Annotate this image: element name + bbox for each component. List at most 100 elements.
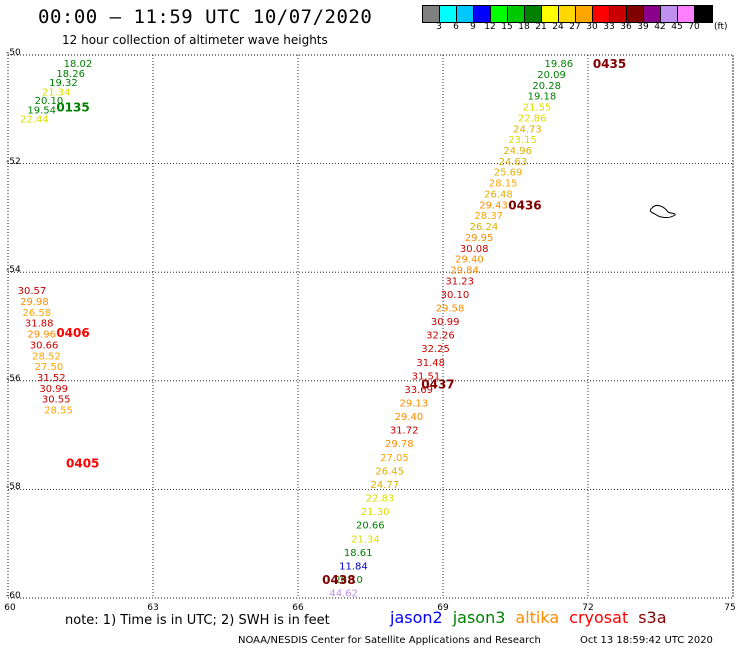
legend-swatch — [559, 6, 576, 22]
swh-value: 26.58 — [23, 308, 52, 319]
pass-time-label: 0135 — [56, 101, 89, 115]
legend-level-label: 21 — [535, 22, 547, 32]
pass-time-label: 0435 — [593, 57, 626, 71]
swh-value: 19.18 — [528, 92, 557, 103]
legend-swatch — [610, 6, 627, 22]
swh-value: 30.99 — [431, 317, 460, 328]
swh-value: 28.52 — [32, 351, 61, 362]
legend-level-label: 27 — [569, 22, 581, 32]
color-legend — [422, 5, 713, 23]
swh-value: 32.26 — [426, 331, 455, 342]
mission-label: jason2 — [390, 608, 443, 627]
swh-value: 19.86 — [545, 59, 574, 70]
swh-value: 26.45 — [375, 466, 404, 477]
swh-value: 24.96 — [503, 146, 532, 157]
mission-label: s3a — [638, 608, 667, 627]
legend-unit: (ft) — [714, 22, 728, 32]
map-plot: 18.0218.2619.3221.3420.1019.5422.4401353… — [7, 54, 734, 600]
legend-swatch — [576, 6, 593, 22]
pass-time-label: 0405 — [66, 456, 99, 470]
altimeter-tracks: 18.0218.2619.3221.3420.1019.5422.4401353… — [18, 57, 627, 599]
swh-value: 11.84 — [339, 561, 368, 572]
pass-time-label: 0436 — [508, 198, 541, 212]
latitude-tick-label: -58 — [6, 482, 21, 493]
swh-value: 29.84 — [450, 265, 479, 276]
map-frame — [7, 54, 734, 599]
longitude-tick-label: 72 — [582, 603, 594, 613]
swh-value: 30.99 — [39, 384, 68, 395]
swh-value: 20.10 — [334, 575, 363, 586]
swh-value: 25.69 — [494, 168, 523, 179]
swh-value: 21.30 — [361, 507, 390, 518]
legend-swatch — [542, 6, 559, 22]
island-outline — [649, 204, 676, 218]
legend-level-label: 6 — [453, 22, 459, 32]
swh-value: 29.96 — [27, 330, 56, 341]
swh-value: 30.57 — [18, 286, 47, 297]
legend-level-label: 36 — [620, 22, 632, 32]
map-grid — [7, 54, 734, 599]
longitude-tick-label: 75 — [724, 603, 736, 613]
legend-level-label: 30 — [586, 22, 598, 32]
legend-level-label: 45 — [671, 22, 683, 32]
swh-value: 29.40 — [395, 412, 424, 423]
legend-swatch — [695, 6, 712, 22]
legend-level-label: 18 — [518, 22, 530, 32]
swh-value: 31.51 — [412, 371, 441, 382]
legend-swatch — [525, 6, 542, 22]
swh-value: 29.98 — [20, 297, 49, 308]
swh-value: 30.10 — [441, 290, 470, 301]
swh-value: 27.05 — [380, 453, 409, 464]
swh-value: 26.48 — [484, 189, 513, 200]
swh-value: 22.44 — [20, 115, 49, 126]
legend-swatch — [627, 6, 644, 22]
latitude-tick-label: -52 — [6, 156, 21, 167]
swh-value: 30.08 — [460, 244, 489, 255]
legend-level-label: 9 — [470, 22, 476, 32]
swh-value: 22.83 — [366, 494, 395, 505]
swh-value: 29.58 — [436, 303, 465, 314]
legend-level-label: 15 — [501, 22, 513, 32]
pass-time-label: 0406 — [56, 326, 89, 340]
swh-value: 29.95 — [465, 233, 494, 244]
swh-value: 31.72 — [390, 426, 419, 437]
legend-level-label: 42 — [654, 22, 666, 32]
longitude-tick-label: 60 — [4, 603, 16, 613]
swh-value: 27.50 — [35, 362, 64, 373]
swh-value: 29.78 — [385, 439, 414, 450]
credit-line: NOAA/NESDIS Center for Satellite Applica… — [238, 635, 541, 646]
mission-label: altika — [515, 608, 560, 627]
swh-value: 24.77 — [371, 480, 400, 491]
legend-swatch — [644, 6, 661, 22]
swh-value: 32.25 — [421, 344, 450, 355]
swh-value: 21.34 — [351, 534, 380, 545]
pass-time-label: 0437 — [421, 378, 454, 392]
generation-timestamp: Oct 13 18:59:42 UTC 2020 — [580, 635, 713, 646]
swh-value: 20.10 — [35, 96, 64, 107]
swh-value: 24.63 — [499, 157, 528, 168]
swh-value: 31.88 — [25, 319, 54, 330]
map-subtitle: 12 hour collection of altimeter wave hei… — [62, 33, 328, 47]
legend-swatch — [678, 6, 695, 22]
latitude-tick-label: -60 — [6, 591, 21, 601]
legend-swatch — [440, 6, 457, 22]
swh-value: 31.23 — [445, 276, 474, 287]
legend-swatch — [508, 6, 525, 22]
swh-value: 28.55 — [44, 406, 73, 417]
latitude-tick-label: -54 — [6, 265, 21, 276]
swh-value: 29.40 — [455, 255, 484, 266]
swh-value: 44.62 — [329, 589, 358, 600]
legend-level-label: 33 — [603, 22, 615, 32]
latitude-tick-label: -50 — [6, 48, 21, 58]
swh-value: 18.26 — [56, 69, 85, 80]
mission-legend: jason2 jason3 altika cryosat s3a — [390, 608, 677, 627]
swh-value: 30.55 — [42, 395, 71, 406]
swh-value: 28.37 — [474, 211, 503, 222]
swh-value: 31.48 — [416, 358, 445, 369]
swh-value: 33.69 — [404, 385, 433, 396]
legend-swatch — [593, 6, 610, 22]
swh-value: 19.54 — [27, 105, 56, 116]
legend-swatch — [661, 6, 678, 22]
swh-value: 20.66 — [356, 521, 385, 532]
longitude-tick-label: 63 — [147, 603, 159, 613]
